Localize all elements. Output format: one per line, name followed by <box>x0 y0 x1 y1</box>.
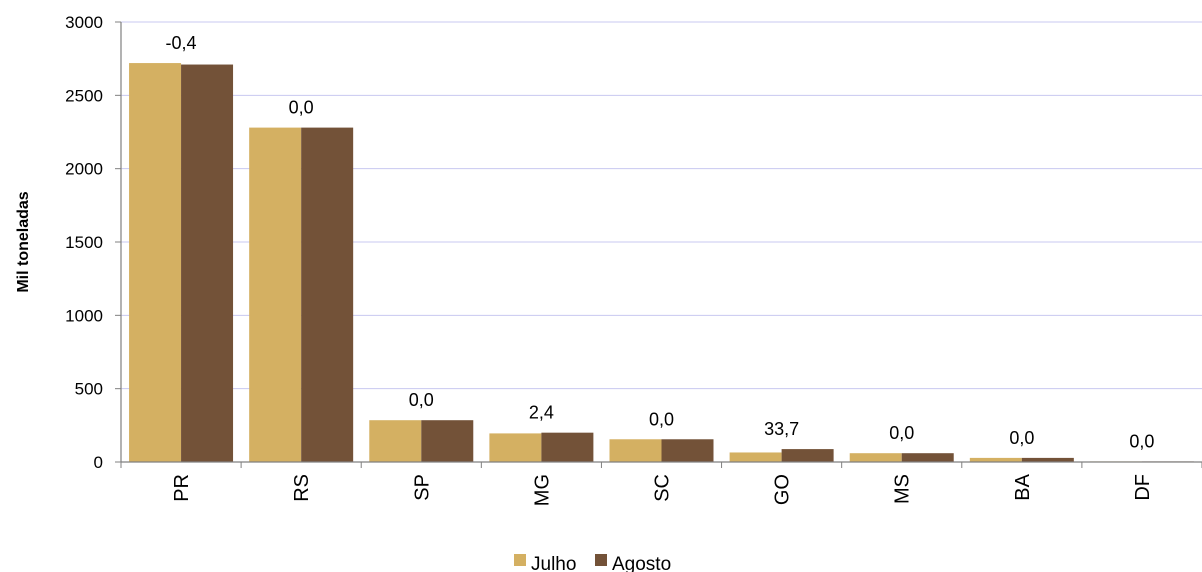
legend-label-agosto: Agosto <box>612 554 671 572</box>
data-label-df: 0,0 <box>1129 431 1154 451</box>
y-tick-label: 3000 <box>65 13 103 32</box>
data-label-sc: 0,0 <box>649 409 674 429</box>
data-label-sp: 0,0 <box>409 390 434 410</box>
legend-swatch-julho <box>514 554 526 566</box>
category-label-go: GO <box>772 474 794 505</box>
data-labels: -0,4 0,0 0,0 2,4 0,0 33,7 0,0 0,0 0,0 <box>166 33 1155 451</box>
bars <box>129 63 1194 463</box>
bar-agosto-ba <box>1021 457 1074 462</box>
bar-julho-rs <box>249 127 302 462</box>
y-tick-label: 2500 <box>65 86 103 105</box>
data-label-go: 33,7 <box>764 419 799 439</box>
category-label-ms: MS <box>892 474 914 504</box>
legend-label-julho: Julho <box>531 554 576 572</box>
y-tick-label: 500 <box>75 380 103 399</box>
bar-agosto-ms <box>901 453 954 462</box>
y-tick-label: 2000 <box>65 160 103 179</box>
data-label-mg: 2,4 <box>529 403 554 423</box>
category-label-mg: MG <box>531 474 553 506</box>
data-label-ba: 0,0 <box>1009 428 1034 448</box>
bar-julho-ba <box>969 457 1022 462</box>
category-label-pr: PR <box>171 474 193 502</box>
x-axis: PR RS SP MG SC GO MS BA DF <box>120 461 1202 506</box>
data-label-rs: 0,0 <box>289 98 314 118</box>
legend: Julho Agosto <box>514 554 671 572</box>
bar-agosto-sp <box>421 420 474 462</box>
category-label-df: DF <box>1132 474 1154 501</box>
y-axis-ticks: 0 500 1000 1500 2000 2500 3000 <box>65 13 121 472</box>
data-label-pr: -0,4 <box>166 33 197 53</box>
bar-agosto-pr <box>181 64 234 463</box>
category-label-sp: SP <box>411 474 433 501</box>
bar-julho-ms <box>849 453 902 462</box>
bar-julho-mg <box>489 433 542 462</box>
bar-julho-sc <box>609 439 662 462</box>
bar-julho-go <box>729 452 782 462</box>
y-tick-label: 1000 <box>65 306 103 325</box>
bar-julho-pr <box>129 63 182 463</box>
bar-agosto-rs <box>301 127 354 462</box>
bar-julho-sp <box>369 420 422 462</box>
y-tick-label: 1500 <box>65 233 103 252</box>
y-axis-title: Mil toneladas <box>15 191 32 292</box>
bar-agosto-sc <box>661 439 714 462</box>
category-label-ba: BA <box>1012 473 1034 500</box>
legend-swatch-agosto <box>595 554 607 566</box>
category-label-rs: RS <box>291 474 313 502</box>
bar-agosto-go <box>781 449 834 462</box>
bar-agosto-mg <box>541 432 594 462</box>
data-label-ms: 0,0 <box>889 423 914 443</box>
y-tick-label: 0 <box>94 453 103 472</box>
category-label-sc: SC <box>652 474 674 502</box>
